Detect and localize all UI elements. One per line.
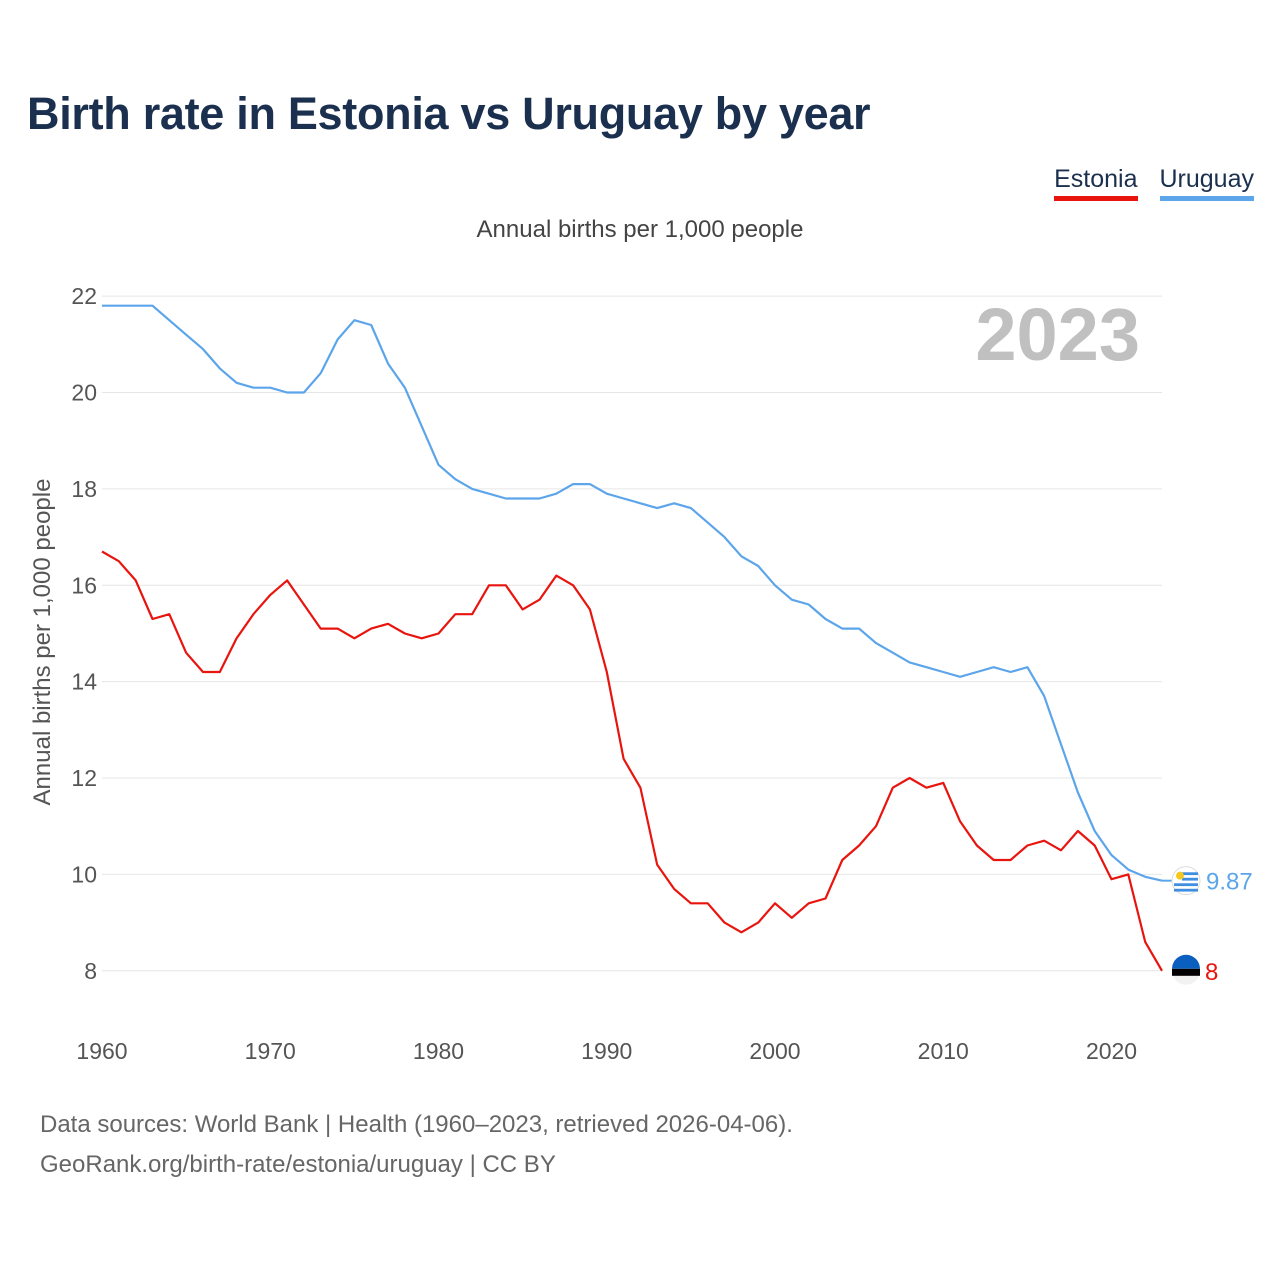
x-tick-label: 1980 [413, 1038, 464, 1064]
footer-sources: Data sources: World Bank | Health (1960–… [40, 1111, 793, 1138]
y-tick-label: 18 [71, 476, 97, 502]
series-line-estonia [101, 550, 1163, 972]
x-tick-label: 2020 [1086, 1038, 1137, 1064]
year-label: 2023 [975, 293, 1140, 376]
uruguay-flag-stripe [1182, 877, 1198, 881]
y-tick-label: 8 [84, 958, 97, 984]
footer: Data sources: World Bank | Health (1960–… [40, 1105, 793, 1185]
x-tick-label: 1970 [245, 1038, 296, 1064]
y-axis-label: Annual births per 1,000 people [29, 479, 56, 806]
y-tick-label: 14 [71, 669, 97, 695]
uruguay-flag-sun [1176, 871, 1184, 880]
x-tick-label: 1960 [76, 1038, 127, 1064]
footer-attribution: GeoRank.org/birth-rate/estonia/uruguay |… [40, 1151, 556, 1178]
legend: Estonia Uruguay [1054, 165, 1254, 201]
x-tick-label: 1990 [581, 1038, 632, 1064]
series-line-uruguay [102, 304, 1163, 882]
y-tick-label: 12 [71, 765, 97, 791]
estonia-flag-black [1172, 968, 1200, 976]
y-tick-label: 10 [71, 861, 97, 887]
x-tick-label: 2010 [918, 1038, 969, 1064]
legend-item-estonia[interactable]: Estonia [1054, 165, 1138, 201]
uruguay-flag-stripe [1174, 883, 1198, 887]
estonia-flag-blue [1172, 954, 1200, 969]
chart-title: Birth rate in Estonia vs Uruguay by year [27, 88, 871, 139]
uruguay-flag-stripe [1182, 872, 1198, 876]
y-tick-label: 20 [71, 379, 97, 405]
chart-subtitle: Annual births per 1,000 people [476, 216, 804, 243]
x-tick-label: 2000 [749, 1038, 800, 1064]
line-chart: 8 10 12 14 16 18 20 22 1960 1970 1980 1990 2000 2010 2… [29, 283, 1253, 1064]
y-tick-label: 22 [71, 283, 97, 309]
y-tick-label: 16 [71, 572, 97, 598]
uruguay-flag-stripe [1174, 888, 1198, 892]
end-label-uruguay: 9.87 [1206, 869, 1253, 896]
legend-item-uruguay[interactable]: Uruguay [1159, 165, 1254, 201]
end-label-estonia: 8 [1205, 959, 1218, 986]
